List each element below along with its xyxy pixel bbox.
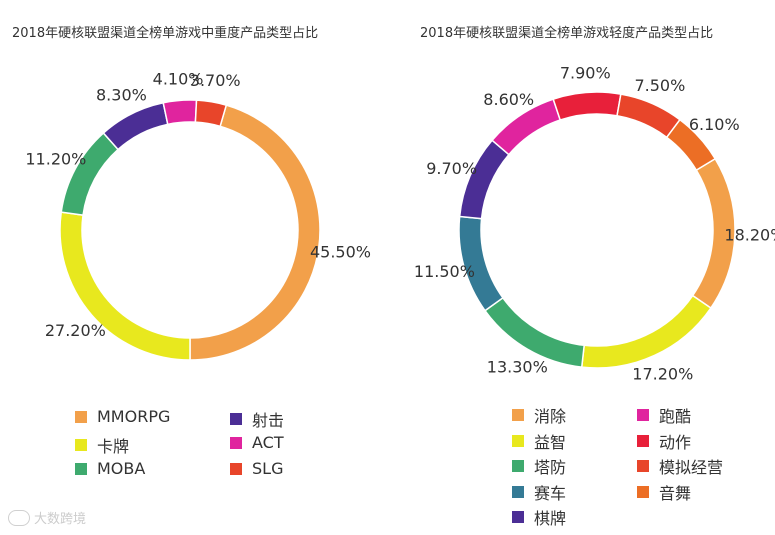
right-slice-label-7: 7.50%	[634, 76, 685, 95]
right-legend-label-1: 益智	[534, 432, 567, 452]
right-slice-label-4: 9.70%	[426, 159, 477, 178]
right-slice-label-3: 11.50%	[414, 262, 475, 281]
left-slice-label-5: 3.70%	[190, 71, 241, 90]
left-slice-label-3: 8.30%	[96, 85, 147, 104]
right-slice-6	[552, 91, 622, 121]
right-legend-item-4: 棋牌	[512, 505, 566, 529]
left-slice-label-2: 11.20%	[25, 149, 86, 168]
left-legend-swatch-1	[75, 439, 87, 451]
right-legend-item-7: 模拟经营	[637, 454, 723, 478]
right-legend-swatch-0	[512, 409, 524, 421]
watermark: 大数跨境	[8, 508, 86, 527]
left-slice-0	[189, 104, 321, 361]
right-legend-swatch-1	[512, 434, 524, 447]
right-legend-label-0: 消除	[534, 407, 567, 426]
left-chart-title: 2018年硬核联盟渠道全榜单游戏中重度产品类型占比	[12, 26, 319, 41]
left-slice-label-0: 45.50%	[310, 242, 371, 261]
left-legend-label-2: MOBA	[97, 459, 146, 478]
right-legend-label-5: 跑酷	[659, 407, 692, 426]
right-legend-item-6: 动作	[637, 429, 691, 453]
left-legend-label-3: 射击	[252, 411, 285, 430]
right-legend-label-2: 塔防	[534, 458, 567, 477]
left-legend-label-0: MMORPG	[97, 407, 171, 426]
watermark-text: 大数跨境	[34, 512, 87, 527]
right-legend-swatch-4	[512, 511, 524, 523]
right-legend-swatch-8	[637, 485, 649, 498]
right-slice-label-6: 7.90%	[560, 63, 611, 82]
right-legend-label-3: 赛车	[534, 483, 567, 503]
right-legend-swatch-2	[512, 460, 524, 472]
right-legend-swatch-6	[637, 434, 649, 447]
left-donut: 45.50% 27.20% 11.20% 8.30% 4.10%3.70%	[25, 69, 371, 361]
right-legend-item-2: 塔防	[512, 454, 566, 478]
right-legend-item-3: 赛车	[512, 480, 566, 504]
left-slice-3	[102, 101, 169, 151]
right-legend-item-1: 益智	[512, 429, 566, 453]
left-legend-item-3: 射击	[230, 407, 284, 431]
right-legend-label-7: 模拟经营	[659, 458, 724, 477]
right-legend-swatch-5	[637, 409, 649, 421]
right-slice-8	[665, 118, 717, 172]
left-legend-swatch-3	[230, 413, 242, 425]
left-legend-label-4: ACT	[252, 433, 284, 452]
right-slice-label-1: 17.20%	[632, 365, 693, 384]
right-legend-item-8: 音舞	[637, 480, 691, 504]
right-legend-item-5: 跑酷	[637, 403, 691, 427]
left-slice-label-4: 4.10%	[153, 69, 204, 88]
right-legend-swatch-3	[512, 485, 524, 498]
left-slice-label-1: 27.20%	[45, 321, 106, 340]
right-slice-label-8: 6.10%	[689, 115, 740, 134]
right-donut: 18.20% 17.20% 13.30% 11.50% 9.70% 8.60% 7.90% 7…	[414, 63, 775, 383]
left-legend-item-2: MOBA	[75, 459, 145, 478]
right-slice-7	[616, 93, 682, 139]
right-slice-1	[580, 294, 712, 369]
right-chart-title: 2018年硬核联盟渠道全榜单游戏轻度产品类型占比	[420, 26, 714, 41]
left-legend-item-1: 卡牌	[75, 433, 129, 457]
left-legend-item-5: SLG	[230, 459, 283, 478]
left-legend-swatch-4	[230, 436, 242, 449]
right-slice-label-5: 8.60%	[483, 90, 534, 109]
right-legend-label-6: 动作	[659, 432, 692, 452]
right-legend-label-8: 音舞	[659, 483, 692, 503]
left-legend-item-4: ACT	[230, 433, 284, 452]
watermark-logo-icon	[8, 509, 30, 526]
right-slice-4	[458, 139, 510, 220]
left-legend-label-1: 卡牌	[97, 437, 130, 456]
left-legend-label-5: SLG	[252, 459, 284, 478]
right-slice-label-2: 13.30%	[487, 357, 548, 376]
right-legend-item-0: 消除	[512, 403, 566, 427]
left-slice-5	[194, 99, 228, 128]
left-legend-swatch-0	[75, 410, 87, 423]
left-slice-4	[162, 99, 198, 126]
left-legend-item-0: MMORPG	[75, 407, 170, 426]
right-legend-swatch-7	[637, 460, 649, 472]
left-legend-swatch-5	[230, 462, 242, 475]
right-legend-label-4: 棋牌	[534, 509, 567, 528]
right-slice-label-0: 18.20%	[724, 226, 775, 245]
left-slice-2	[60, 131, 120, 216]
left-legend-swatch-2	[75, 462, 87, 475]
